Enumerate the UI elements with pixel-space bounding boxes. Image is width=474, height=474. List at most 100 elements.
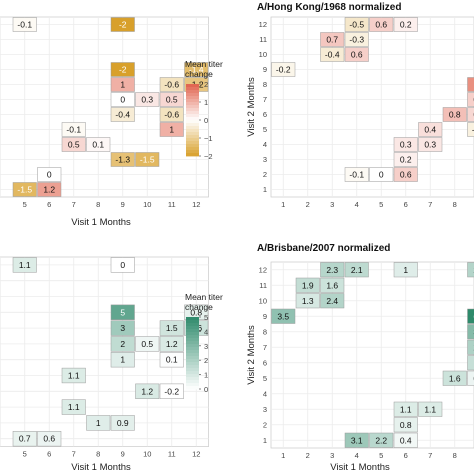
legend-gradient-step bbox=[186, 120, 199, 124]
heatmap-cell bbox=[467, 92, 474, 107]
x-tick-label: 7 bbox=[72, 200, 76, 209]
y-tick-label: 11 bbox=[259, 35, 267, 44]
heatmap-cell bbox=[467, 122, 474, 137]
cell-value-label: 0.4 bbox=[400, 435, 412, 445]
cell-value-label: 1.1 bbox=[68, 371, 80, 381]
x-tick-label: 4 bbox=[355, 200, 359, 209]
cell-value-label: -0.3 bbox=[472, 125, 474, 135]
heatmap-cell bbox=[159, 122, 184, 137]
heatmap-cell bbox=[37, 182, 62, 197]
heatmap-cell bbox=[295, 293, 320, 309]
heatmap-cell bbox=[442, 107, 467, 122]
heatmap-cell bbox=[110, 77, 135, 92]
heatmap-cell bbox=[320, 293, 345, 309]
x-axis-title: Visit 1 Months bbox=[330, 462, 390, 473]
legend-tick-label: 0 bbox=[204, 385, 208, 394]
cell-value-label: -0.1 bbox=[17, 20, 32, 30]
heatmap-cell bbox=[61, 367, 86, 384]
heatmap-cell bbox=[320, 47, 345, 62]
x-tick-label: 8 bbox=[96, 200, 100, 209]
heatmap-cell bbox=[295, 277, 320, 293]
y-tick-label: 3 bbox=[263, 405, 267, 414]
cell-value-label: 1 bbox=[403, 265, 408, 275]
cell-value-label: 1.6 bbox=[326, 280, 338, 290]
heatmap-cell bbox=[344, 47, 369, 62]
heatmap-cell bbox=[86, 415, 111, 431]
legend-gradient-step bbox=[186, 135, 199, 139]
y-tick-label: 12 bbox=[259, 20, 267, 29]
legend-gradient-step bbox=[186, 84, 199, 88]
x-tick-label: 1 bbox=[281, 200, 285, 209]
cell-value-label: -0.4 bbox=[115, 110, 130, 120]
y-tick-label: 5 bbox=[263, 125, 267, 134]
cell-value-label: 0 bbox=[47, 170, 52, 180]
legend-gradient-step bbox=[186, 90, 199, 94]
y-axis-title: Visit 2 Months bbox=[246, 325, 257, 385]
y-tick-label: 2 bbox=[263, 170, 267, 179]
cell-value-label: 1 bbox=[96, 418, 101, 428]
legend-gradient-step bbox=[186, 353, 199, 357]
heatmap-cell bbox=[135, 383, 160, 399]
cell-value-label: -0.2 bbox=[276, 65, 291, 75]
heatmap-cell bbox=[344, 262, 369, 278]
legend-gradient-step bbox=[186, 320, 199, 324]
heatmap-cell bbox=[110, 257, 135, 273]
cell-value-label: 1.1 bbox=[400, 404, 412, 414]
cell-value-label: 1 bbox=[120, 355, 125, 365]
heatmap-cell bbox=[61, 122, 86, 137]
heatmap-cell bbox=[393, 17, 418, 32]
cell-value-label: -1.3 bbox=[115, 155, 130, 165]
cell-value-label: 0.4 bbox=[424, 125, 436, 135]
x-tick-label: 6 bbox=[47, 200, 51, 209]
heatmap-cell bbox=[37, 431, 62, 447]
cell-value-label: 0.3 bbox=[400, 140, 412, 150]
legend-gradient-step bbox=[186, 102, 199, 106]
heatmap-cell bbox=[320, 32, 345, 47]
legend-gradient-step bbox=[186, 105, 199, 109]
cell-value-label: 1.3 bbox=[302, 296, 314, 306]
heatmap-cell bbox=[467, 308, 474, 324]
heatmap-cell bbox=[37, 167, 62, 182]
cell-value-label: 0.8 bbox=[400, 420, 412, 430]
heatmap-cell bbox=[467, 262, 474, 278]
y-tick-label: 4 bbox=[263, 389, 267, 398]
x-tick-label: 5 bbox=[379, 451, 383, 460]
heatmap-cell bbox=[467, 324, 474, 340]
y-tick-label: 6 bbox=[263, 358, 267, 367]
x-tick-label: 4 bbox=[355, 451, 359, 460]
cell-value-label: 1.5 bbox=[166, 323, 178, 333]
panel-3-background bbox=[0, 256, 209, 448]
heatmap-cell bbox=[12, 257, 37, 273]
y-tick-label: 6 bbox=[263, 110, 267, 119]
x-tick-label: 9 bbox=[121, 450, 125, 459]
heatmap-cell bbox=[320, 277, 345, 293]
panel-title: A/Brisbane/2007 normalized bbox=[257, 243, 390, 254]
cell-value-label: -0.3 bbox=[349, 35, 364, 45]
x-tick-label: 10 bbox=[143, 200, 151, 209]
heatmap-cell bbox=[110, 152, 135, 167]
legend-title: change bbox=[185, 69, 213, 79]
y-axis-title: Visit 2 Months bbox=[246, 77, 257, 137]
legend-gradient-step bbox=[186, 386, 199, 390]
x-tick-label: 6 bbox=[47, 450, 51, 459]
heatmap-cell bbox=[369, 17, 394, 32]
heatmap-cell bbox=[159, 92, 184, 107]
legend-gradient-step bbox=[186, 96, 199, 100]
x-tick-label: 5 bbox=[23, 450, 27, 459]
legend-gradient-step bbox=[186, 150, 199, 154]
heatmap-cell bbox=[344, 17, 369, 32]
legend-gradient-step bbox=[186, 341, 199, 345]
cell-value-label: 0.1 bbox=[92, 140, 104, 150]
cell-value-label: -1.4 bbox=[189, 65, 204, 75]
legend-tick-label: 4 bbox=[204, 327, 208, 336]
heatmap-cell bbox=[159, 77, 184, 92]
cell-value-label: 0 bbox=[379, 170, 384, 180]
cell-value-label: 0.7 bbox=[19, 434, 31, 444]
legend-gradient-step bbox=[186, 356, 199, 360]
heatmap-cell bbox=[271, 308, 296, 324]
legend-tick-label: 1 bbox=[204, 98, 208, 107]
y-tick-label: 7 bbox=[263, 95, 267, 104]
legend-title: Mean titer bbox=[185, 292, 223, 302]
legend-gradient-step bbox=[186, 111, 199, 115]
heatmap-cell bbox=[393, 262, 418, 278]
